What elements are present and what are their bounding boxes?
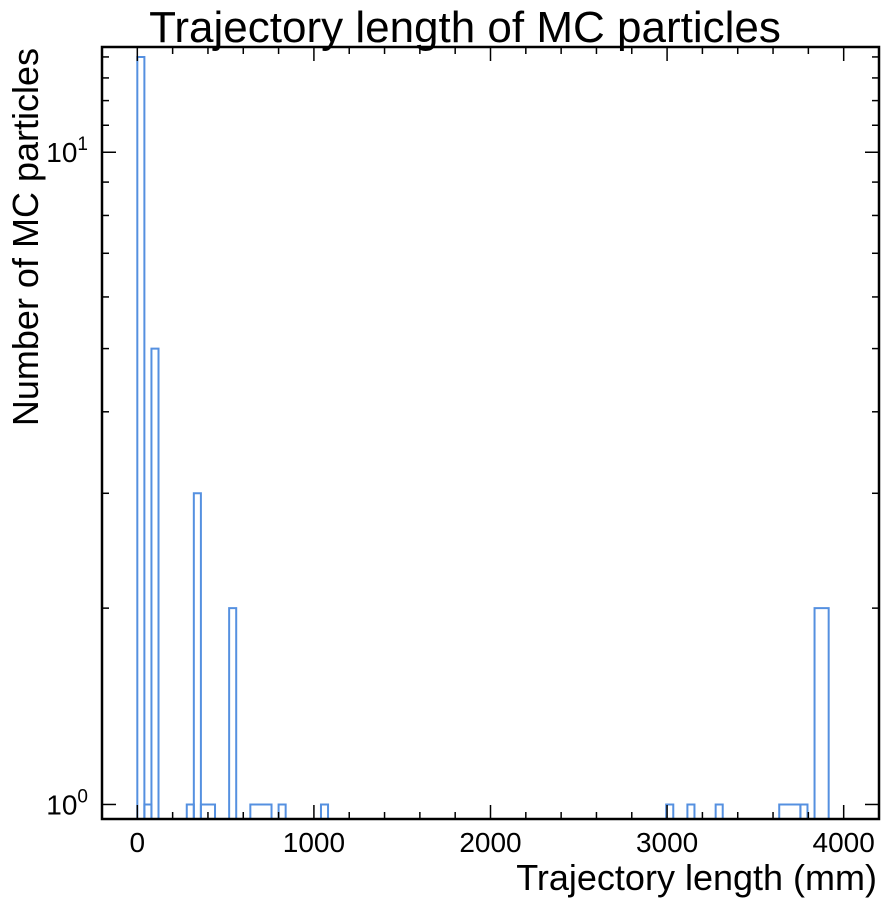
x-axis-label: Trajectory length (mm) [516,857,877,898]
y-tick-label: 101 [46,134,88,168]
histogram-bar [150,347,160,819]
histogram-bar [714,803,724,819]
histogram-bar [778,803,802,819]
x-tick-label: 1000 [283,827,345,858]
histogram-bar [192,492,202,819]
histogram-bar [136,55,146,819]
histogram-bar [665,803,675,819]
histogram-bar [249,803,273,819]
histogram-bar [686,803,696,819]
histogram-bar [185,803,195,819]
y-tick-label: 100 [46,786,88,820]
histogram-bins [136,55,830,819]
y-axis-label: Number of MC particles [5,48,46,426]
x-tick-label: 3000 [636,827,698,858]
histogram-bar [277,803,287,819]
x-tick-label: 0 [130,827,146,858]
histogram-bar [199,803,217,819]
histogram-bar [319,803,330,819]
axis-ticks [101,47,880,819]
chart-title: Trajectory length of MC particles [149,3,781,52]
x-tick-label: 2000 [459,827,521,858]
histogram-bar [228,607,238,819]
histogram-bar [799,803,809,819]
x-tick-label: 4000 [813,827,875,858]
plot-frame [100,45,881,821]
histogram-bar [143,803,153,819]
histogram-bar [813,607,830,819]
